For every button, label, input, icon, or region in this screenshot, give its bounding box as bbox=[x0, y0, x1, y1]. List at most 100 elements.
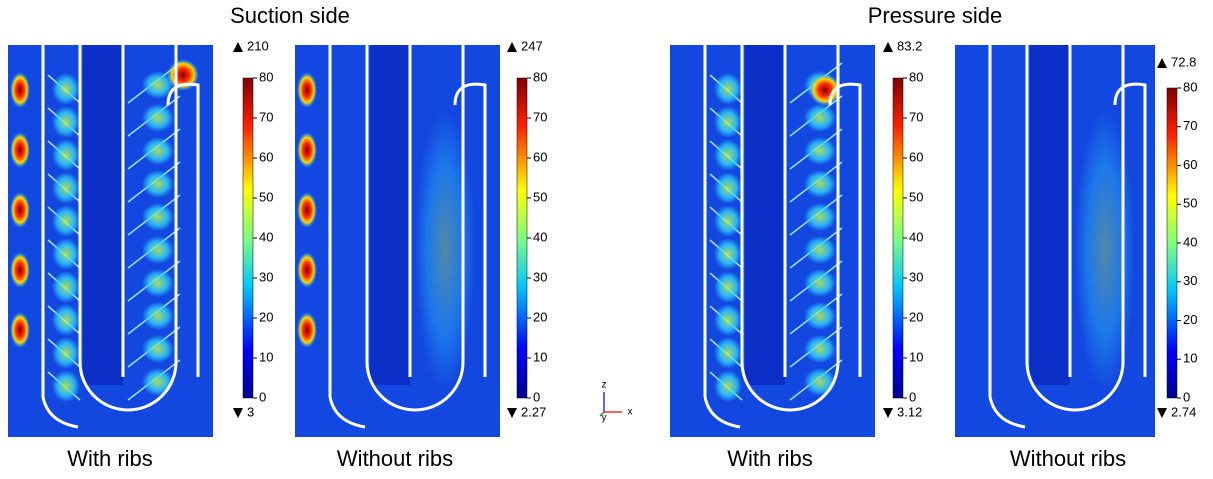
hot-region bbox=[714, 172, 742, 204]
colorbar-tick-label: 50 bbox=[259, 189, 273, 204]
channel-field bbox=[745, 45, 785, 385]
colorbar-tick-label: 0 bbox=[533, 389, 540, 404]
hot-region bbox=[804, 368, 836, 396]
colorbar-tick-label: 40 bbox=[259, 229, 273, 244]
colorbar bbox=[1166, 87, 1178, 399]
min-label: 2.27 bbox=[521, 404, 546, 419]
hot-region bbox=[142, 137, 174, 165]
contour-plot bbox=[670, 45, 875, 437]
colorbar-tick-label: 40 bbox=[1183, 234, 1197, 249]
colorbar-tick-label: 40 bbox=[909, 229, 923, 244]
hot-region bbox=[142, 170, 174, 198]
wall bbox=[453, 82, 487, 377]
colorbar-tick-label: 60 bbox=[259, 149, 273, 164]
hot-region bbox=[804, 203, 836, 231]
colorbar-tick-label: 70 bbox=[909, 109, 923, 124]
min-label: 2.74 bbox=[1171, 404, 1196, 419]
hot-region bbox=[714, 337, 742, 369]
colorbar-tick-label: 80 bbox=[909, 69, 923, 84]
hot-region bbox=[52, 238, 80, 270]
colorbar bbox=[516, 77, 528, 399]
hot-region bbox=[714, 271, 742, 303]
min-marker bbox=[883, 408, 893, 418]
wall bbox=[78, 45, 178, 412]
colorbar-tick-label: 50 bbox=[533, 189, 547, 204]
colorbar-tick-label: 0 bbox=[1183, 389, 1190, 404]
hot-region bbox=[714, 139, 742, 171]
colorbar-tick-label: 50 bbox=[909, 189, 923, 204]
max-marker bbox=[883, 42, 893, 52]
colorbar-tick-label: 30 bbox=[909, 269, 923, 284]
colorbar-tick-label: 0 bbox=[909, 389, 916, 404]
hot-spot bbox=[10, 72, 30, 108]
max-label: 247 bbox=[521, 38, 543, 53]
colorbar-tick-label: 10 bbox=[1183, 351, 1197, 366]
wall bbox=[703, 396, 741, 429]
colorbar bbox=[242, 77, 254, 399]
hot-region bbox=[714, 304, 742, 336]
axes-indicator: z y x bbox=[599, 380, 633, 424]
hot-region bbox=[415, 110, 475, 390]
panel-label: With ribs bbox=[727, 446, 813, 471]
colorbar-tick-label: 60 bbox=[909, 149, 923, 164]
colorbar-tick-label: 30 bbox=[533, 269, 547, 284]
wall bbox=[1025, 45, 1125, 412]
colorbar-tick-label: 70 bbox=[533, 109, 547, 124]
colorbar-tick-label: 20 bbox=[533, 309, 547, 324]
wall bbox=[828, 82, 862, 377]
wall bbox=[1113, 82, 1147, 377]
wall bbox=[41, 396, 79, 429]
hot-spot bbox=[297, 72, 317, 108]
colorbar-tick-label: 20 bbox=[1183, 312, 1197, 327]
colorbar-tick-label: 70 bbox=[1183, 118, 1197, 133]
wall bbox=[328, 396, 366, 429]
colorbar-tick-label: 80 bbox=[259, 69, 273, 84]
colorbar-tick-label: 0 bbox=[259, 389, 266, 404]
axis-label: x bbox=[628, 407, 633, 418]
channel-field bbox=[1030, 45, 1070, 385]
hot-region bbox=[714, 205, 742, 237]
hot-region bbox=[714, 73, 742, 105]
colorbar-tick-label: 10 bbox=[909, 349, 923, 364]
min-label: 3.12 bbox=[897, 404, 922, 419]
hot-spot bbox=[10, 312, 30, 348]
axis-label: z bbox=[602, 380, 607, 391]
hot-region bbox=[142, 335, 174, 363]
colorbar-tick-label: 30 bbox=[259, 269, 273, 284]
hot-region bbox=[1075, 110, 1135, 390]
contour-plot bbox=[295, 45, 500, 437]
hot-region bbox=[804, 104, 836, 132]
hot-region bbox=[804, 236, 836, 264]
colorbar-tick-label: 60 bbox=[533, 149, 547, 164]
hot-region bbox=[142, 104, 174, 132]
colorbar-tick-label: 80 bbox=[533, 69, 547, 84]
hot-region bbox=[142, 302, 174, 330]
channel-field bbox=[370, 45, 410, 385]
hot-region bbox=[52, 172, 80, 204]
title: Pressure side bbox=[868, 3, 1003, 28]
hot-region bbox=[714, 106, 742, 138]
colorbar-tick-label: 20 bbox=[259, 309, 273, 324]
hot-region bbox=[52, 370, 80, 402]
hot-region bbox=[52, 205, 80, 237]
wall bbox=[365, 45, 465, 412]
channel-field bbox=[83, 45, 123, 385]
hot-region bbox=[142, 269, 174, 297]
colorbar-tick-label: 30 bbox=[1183, 273, 1197, 288]
contour-plot bbox=[8, 45, 213, 437]
min-marker bbox=[233, 408, 243, 418]
colorbar-tick-label: 10 bbox=[259, 349, 273, 364]
hot-region bbox=[714, 238, 742, 270]
min-marker bbox=[1157, 408, 1167, 418]
colorbar-tick-label: 20 bbox=[909, 309, 923, 324]
hot-region bbox=[142, 71, 174, 99]
min-label: 3 bbox=[247, 404, 254, 419]
hot-region bbox=[52, 337, 80, 369]
panel-label: With ribs bbox=[67, 446, 153, 471]
hot-spot bbox=[809, 74, 841, 106]
hot-region bbox=[142, 368, 174, 396]
hot-region bbox=[804, 170, 836, 198]
hot-spot bbox=[167, 59, 199, 91]
hot-spot bbox=[10, 252, 30, 288]
